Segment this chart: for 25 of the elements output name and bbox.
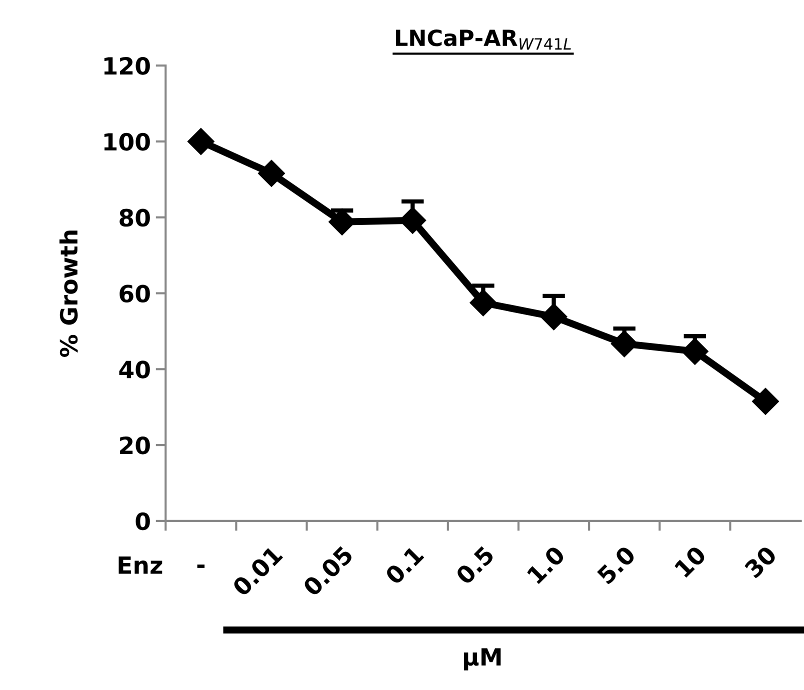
y-axis-title: % Growth [59, 230, 78, 358]
point [258, 160, 285, 187]
x-tick-label: 0.5 [454, 545, 495, 586]
point [540, 303, 568, 330]
point [752, 388, 779, 415]
point [187, 128, 214, 155]
y-tick-label: 100 [104, 132, 150, 151]
x-axis-title: μM [464, 648, 501, 670]
y-tick-label: 20 [120, 436, 150, 454]
x-tick-label: 1.0 [526, 544, 566, 584]
text: Enz [118, 556, 162, 574]
x-tick-label: 0.1 [384, 545, 424, 586]
x-tick-label: 5.0 [596, 544, 636, 585]
y-tick-label: 80 [120, 208, 150, 227]
point [681, 338, 708, 365]
y-tick-label: 0 [136, 512, 150, 530]
y-tick-label: 120 [104, 56, 150, 75]
x-tick-label: 10 [674, 544, 708, 578]
point [470, 289, 497, 316]
x-tick-label: - [197, 564, 205, 568]
y-tick-label: 60 [120, 284, 150, 303]
chart-title: LNCaP-AR$_{W741L}$ [396, 29, 571, 50]
x-tick-label: 30 [744, 544, 778, 579]
point [610, 330, 638, 358]
y-tick-label: 40 [119, 360, 150, 378]
